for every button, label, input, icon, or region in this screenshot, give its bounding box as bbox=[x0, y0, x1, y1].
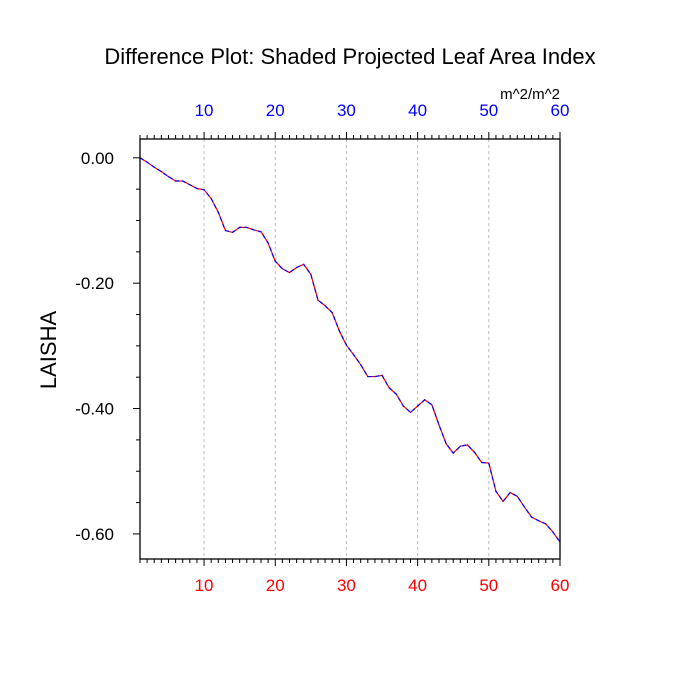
data-point bbox=[360, 364, 362, 366]
tick-layer bbox=[133, 132, 561, 566]
data-point bbox=[509, 491, 511, 494]
data-point bbox=[538, 520, 540, 522]
x-tick-label-top: 50 bbox=[479, 101, 498, 120]
x-tick-label-bottom: 50 bbox=[479, 576, 498, 595]
y-tick-label: -0.60 bbox=[75, 525, 114, 544]
data-point bbox=[502, 500, 504, 502]
data-point bbox=[288, 271, 291, 274]
data-point bbox=[374, 375, 376, 378]
data-point bbox=[153, 166, 155, 168]
data-point bbox=[409, 411, 412, 413]
data-point bbox=[203, 189, 205, 191]
x-tick-label-top: 40 bbox=[408, 101, 427, 120]
y-tick-label: 0.00 bbox=[81, 149, 114, 168]
data-point bbox=[296, 266, 298, 269]
data-point bbox=[473, 451, 476, 454]
data-point bbox=[481, 461, 483, 464]
y-tick-label: -0.20 bbox=[75, 274, 114, 293]
data-point bbox=[367, 375, 369, 378]
x-tick-label-bottom: 60 bbox=[551, 576, 570, 595]
data-point bbox=[438, 424, 440, 426]
data-point bbox=[174, 180, 177, 182]
data-point bbox=[452, 452, 454, 454]
data-point bbox=[530, 516, 533, 518]
data-point bbox=[338, 330, 340, 332]
data-point bbox=[210, 197, 212, 200]
x-tick-label-top: 20 bbox=[266, 101, 285, 120]
data-point bbox=[331, 312, 333, 314]
data-point bbox=[274, 260, 276, 262]
data-point bbox=[303, 263, 305, 265]
series-layer bbox=[139, 157, 561, 543]
series-line-blue bbox=[139, 157, 561, 543]
x-tick-label-top: 60 bbox=[551, 101, 570, 120]
data-point bbox=[552, 531, 554, 533]
x-tick-label-top: 10 bbox=[195, 101, 214, 120]
data-point bbox=[317, 299, 319, 301]
data-point bbox=[395, 393, 397, 395]
data-point bbox=[488, 462, 490, 464]
data-point bbox=[388, 387, 390, 389]
data-point bbox=[310, 273, 312, 276]
chart-title: Difference Plot: Shaded Projected Leaf A… bbox=[104, 44, 595, 69]
data-point bbox=[160, 170, 162, 173]
data-point bbox=[402, 405, 404, 407]
data-point bbox=[445, 443, 447, 445]
x-tick-label-top: 30 bbox=[337, 101, 356, 120]
data-point bbox=[417, 405, 419, 407]
data-point bbox=[431, 404, 433, 406]
x-tick-label-bottom: 40 bbox=[408, 576, 427, 595]
data-point bbox=[239, 226, 241, 228]
data-point bbox=[224, 229, 227, 232]
x-tick-label-bottom: 20 bbox=[266, 576, 285, 595]
plot-frame bbox=[139, 138, 561, 560]
y-axis-title: LAISHA bbox=[36, 311, 61, 390]
y-tick-label: -0.40 bbox=[75, 400, 114, 419]
x-tick-label-bottom: 30 bbox=[337, 576, 356, 595]
data-point bbox=[182, 180, 184, 182]
data-point bbox=[352, 354, 355, 356]
data-point bbox=[167, 176, 170, 178]
data-point bbox=[424, 399, 426, 401]
data-point bbox=[545, 523, 547, 525]
data-point bbox=[381, 374, 383, 376]
data-point bbox=[196, 187, 198, 190]
data-point bbox=[260, 231, 262, 233]
data-point bbox=[495, 490, 497, 492]
data-point bbox=[459, 445, 461, 447]
data-point bbox=[253, 229, 255, 231]
data-point bbox=[523, 506, 526, 508]
data-point bbox=[189, 184, 191, 186]
data-point bbox=[246, 226, 248, 228]
x-tick-label-bottom: 10 bbox=[195, 576, 214, 595]
data-point bbox=[281, 268, 283, 270]
label-layer: 10 10 20 20 30 30 40 40 50 50 60 60 0.00 -0.20 -0.40 -0… bbox=[75, 101, 569, 595]
data-point bbox=[466, 444, 469, 446]
units-label: m^2/m^2 bbox=[500, 86, 560, 103]
data-point bbox=[345, 344, 348, 346]
data-point bbox=[146, 161, 148, 163]
data-point bbox=[267, 242, 269, 244]
data-point bbox=[217, 211, 219, 213]
data-point bbox=[231, 231, 234, 234]
data-point bbox=[324, 305, 326, 307]
data-point bbox=[516, 495, 518, 497]
